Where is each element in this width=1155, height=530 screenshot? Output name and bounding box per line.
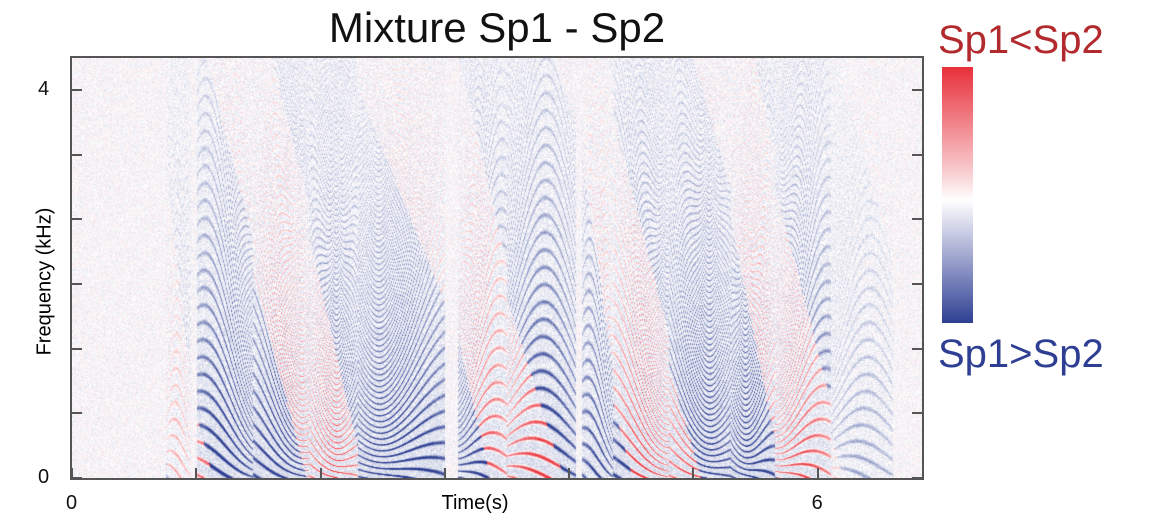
y-tick [72,477,82,479]
y-tick [912,412,922,415]
colorbar-bottom-label: Sp1>Sp2 [938,332,1104,376]
y-tick [912,477,922,479]
y-tick [912,283,922,285]
x-tick-label: 6 [811,492,823,514]
y-tick [912,153,922,156]
y-tick [72,412,82,415]
x-tick [443,468,446,478]
x-tick [692,468,695,478]
y-tick [72,347,82,350]
colorbar [942,67,973,323]
x-tick [195,468,198,478]
y-tick-label: 0 [38,466,50,488]
colorbar-top-label: Sp1<Sp2 [938,18,1104,62]
y-tick [912,89,922,91]
spectrogram-heatmap [72,58,922,478]
y-tick-label: 4 [38,78,50,100]
x-tick [816,468,819,478]
y-tick [72,218,82,221]
x-axis-title: Time(s) [441,492,509,514]
y-tick [912,218,922,221]
x-tick [71,468,73,478]
y-axis-title: Frequency (kHz) [33,207,56,356]
chart-title: Mixture Sp1 - Sp2 [328,4,666,51]
x-tick [568,468,571,478]
x-tick-label: 0 [66,492,78,514]
plot-frame [70,56,924,480]
y-tick [72,89,82,91]
x-tick [319,468,322,478]
y-tick [912,347,922,350]
y-tick [72,153,82,156]
heatmap-canvas [72,58,922,478]
y-tick [72,283,82,285]
